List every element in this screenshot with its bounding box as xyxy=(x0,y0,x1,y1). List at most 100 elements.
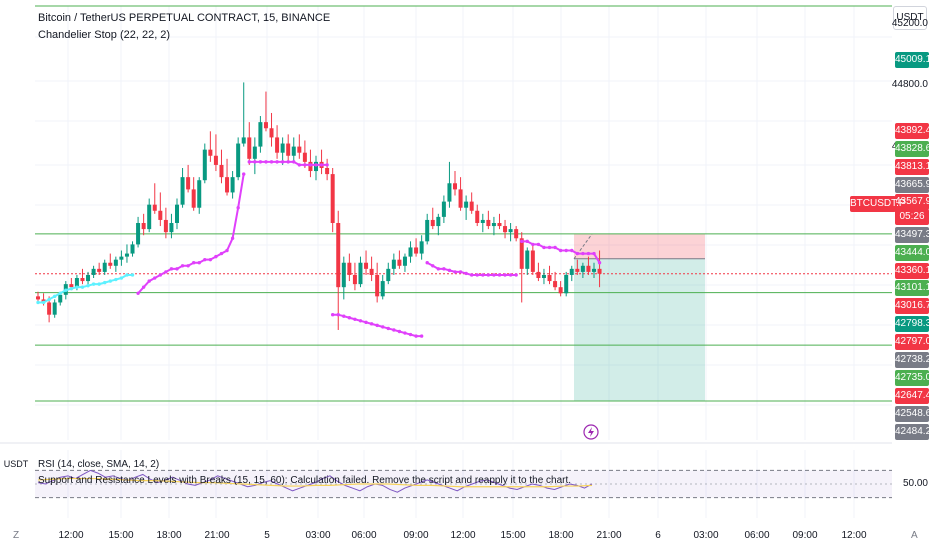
indicator-label[interactable]: Chandelier Stop (22, 22, 2) xyxy=(38,29,171,41)
candle-body xyxy=(480,219,485,223)
candle-body xyxy=(536,271,541,279)
candle-body xyxy=(80,278,85,282)
candle-body xyxy=(458,189,463,208)
candle-body xyxy=(169,223,174,233)
chandelier-stop-dot xyxy=(408,332,413,337)
chandelier-stop-dot xyxy=(119,276,124,280)
chandelier-stop-dot xyxy=(469,273,474,277)
candle-body xyxy=(408,247,413,257)
candle-body xyxy=(202,149,207,181)
candle-body xyxy=(475,210,480,223)
chandelier-stop-dot xyxy=(158,273,163,277)
candle-body xyxy=(191,189,196,208)
candle-body xyxy=(247,137,252,159)
symbol-badge[interactable]: BTCUSDT.P xyxy=(850,196,906,212)
candle-body xyxy=(297,146,302,153)
candle-body xyxy=(102,262,107,272)
chandelier-stop-dot xyxy=(353,317,357,321)
candle-body xyxy=(469,201,474,211)
chandelier-stop-dot xyxy=(381,325,385,329)
time-axis-label: 03:00 xyxy=(305,530,331,541)
candle-body xyxy=(508,229,513,233)
time-axis-label: 09:00 xyxy=(403,530,429,541)
candle-body xyxy=(136,223,141,245)
price-tag: 43567.9 xyxy=(895,194,931,210)
chandelier-stop-dot xyxy=(325,163,329,167)
rsi-level-label: 50.00 xyxy=(902,478,928,489)
rsi-currency-button[interactable]: USDT xyxy=(3,456,29,472)
candle-body xyxy=(586,265,591,272)
time-axis-label: 12:00 xyxy=(58,530,84,541)
chandelier-stop-dot xyxy=(592,251,596,256)
candle-body xyxy=(519,238,524,269)
price-tag: 43665.9 xyxy=(895,177,931,193)
chandelier-stop-dot xyxy=(397,329,402,334)
candle-body xyxy=(441,201,446,217)
candle-body xyxy=(336,223,341,288)
chandelier-stop-dot xyxy=(330,312,335,317)
chandelier-stop-dot xyxy=(230,236,235,240)
candle-body xyxy=(124,253,129,257)
price-tag: 05:26 xyxy=(895,209,929,225)
chandelier-stop-dot xyxy=(458,270,463,274)
chandelier-stop-dot xyxy=(52,294,57,299)
candle-body xyxy=(436,216,441,227)
position-risk-zone xyxy=(574,234,705,259)
price-tag: 45009.1 xyxy=(895,52,931,68)
candle-body xyxy=(575,268,580,272)
candle-body xyxy=(430,219,435,227)
currency-button[interactable]: USDT xyxy=(893,6,927,30)
chandelier-stop-dot xyxy=(531,242,535,247)
candle-body xyxy=(486,219,491,227)
candle-body xyxy=(503,226,508,233)
chandelier-stop-dot xyxy=(347,316,352,320)
chandelier-stop-dot xyxy=(414,334,418,338)
chandelier-stop-dot xyxy=(141,285,146,289)
chandelier-stop-dot xyxy=(442,267,446,271)
event-lightning-icon xyxy=(588,427,594,437)
chandelier-stop-dot xyxy=(64,288,68,292)
chandelier-stop-dot xyxy=(247,160,251,164)
candle-body xyxy=(113,259,118,266)
chandelier-stop-dot xyxy=(497,273,502,277)
price-tag: 43016.7 xyxy=(895,298,931,314)
chandelier-stop-dot xyxy=(336,312,340,317)
candle-body xyxy=(453,183,457,190)
chandelier-stop-dot xyxy=(525,239,529,244)
chandelier-stop-dot xyxy=(169,267,174,271)
chandelier-stop-dot xyxy=(503,273,507,277)
candle-body xyxy=(447,183,452,202)
timezone-icon[interactable]: Z xyxy=(13,530,20,541)
candle-body xyxy=(464,201,469,208)
chandelier-stop-dot xyxy=(486,273,491,277)
chandelier-stop-dot xyxy=(364,320,368,325)
chandelier-stop-dot xyxy=(225,248,229,253)
chandelier-stop-dot xyxy=(575,251,580,256)
candle-body xyxy=(74,278,79,288)
chandelier-stop-dot xyxy=(208,257,213,262)
chandelier-stop-dot xyxy=(536,242,541,247)
price-tag: 43813.1 xyxy=(895,159,931,175)
candle-body xyxy=(58,294,63,303)
chandelier-stop-dot xyxy=(130,273,135,277)
chandelier-stop-dot xyxy=(431,264,435,268)
chandelier-stop-dot xyxy=(147,279,151,283)
chandelier-stop-dot xyxy=(553,245,557,250)
symbol-title[interactable]: Bitcoin / TetherUS PERPETUAL CONTRACT, 1… xyxy=(38,12,331,24)
chandelier-stop-dot xyxy=(264,160,268,164)
rsi-line xyxy=(37,469,593,493)
candle-body xyxy=(230,177,235,193)
chandelier-stop-dot xyxy=(392,328,396,332)
chandelier-stop-dot xyxy=(69,287,74,291)
chandelier-stop-dot xyxy=(75,285,79,289)
rsi-title[interactable]: RSI (14, close, SMA, 14, 2) xyxy=(38,459,160,470)
price-scale-label: 44800.0 xyxy=(891,79,928,91)
chandelier-stop-dot xyxy=(319,163,324,167)
auto-scale-icon[interactable]: A xyxy=(911,530,918,541)
candle-body xyxy=(263,122,268,129)
chandelier-stop-dot xyxy=(514,273,518,277)
chandelier-stop-dot xyxy=(597,261,602,265)
candle-body xyxy=(219,164,224,178)
candle-body xyxy=(158,210,163,220)
